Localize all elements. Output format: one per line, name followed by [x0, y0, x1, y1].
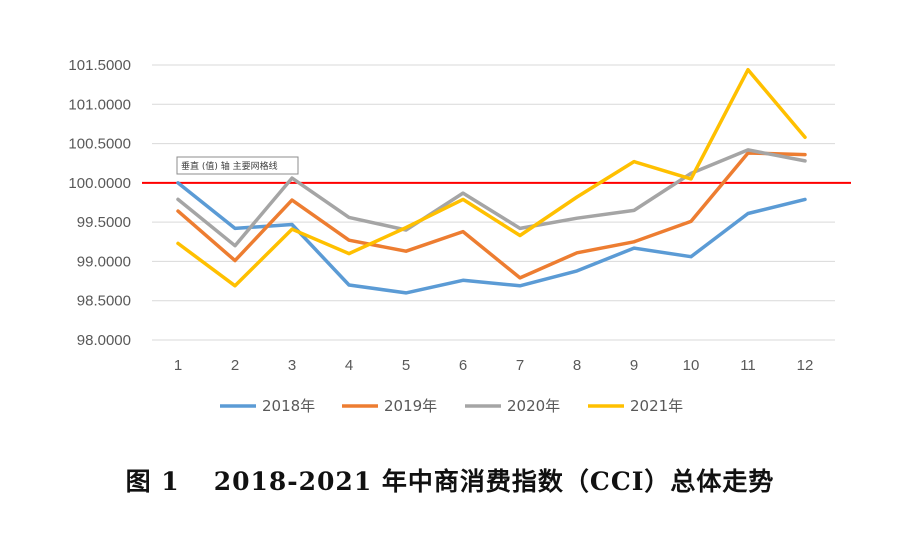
legend-label: 2021年: [630, 397, 683, 415]
x-tick-label: 3: [288, 357, 296, 374]
legend: 2018年 2019年 2020年 2021年: [220, 397, 683, 415]
series-line: [176, 181, 807, 295]
y-tick-label: 100.0000: [68, 175, 131, 192]
x-tick-label: 10: [683, 357, 700, 374]
x-tick-label: 5: [402, 357, 410, 374]
x-tick-label: 8: [573, 357, 581, 374]
x-tick-label: 12: [797, 357, 814, 374]
x-tick-label: 2: [231, 357, 239, 374]
x-tick-label: 7: [516, 357, 524, 374]
series-line: [176, 67, 807, 288]
series-line: [176, 151, 807, 280]
x-tick-label: 1: [174, 357, 182, 374]
caption-text: 2018-2021 年中商消费指数（CCI）总体走势: [213, 467, 775, 496]
y-tick-label: 99.5000: [77, 214, 131, 231]
x-tick-label: 11: [740, 357, 756, 374]
series-lines: [176, 67, 807, 295]
tooltip-box: [176, 156, 299, 175]
y-tick-label: 98.0000: [77, 332, 131, 349]
legend-label: 2018年: [262, 397, 315, 415]
x-tick-label: 9: [630, 357, 638, 374]
legend-label: 2020年: [507, 397, 560, 415]
figure-number: 图 1: [125, 467, 180, 496]
line-chart: 98.0000 98.5000 99.0000 99.5000 100.0000 100.…: [68, 57, 851, 415]
gridline-tooltip: 垂直 (值) 轴 主要网格线: [176, 156, 299, 175]
y-tick-label: 101.5000: [68, 57, 131, 74]
tooltip-text: 垂直 (值) 轴 主要网格线: [181, 160, 278, 172]
figure-caption: 图 1 2018-2021 年中商消费指数（CCI）总体走势: [0, 462, 900, 498]
series-line: [176, 148, 807, 248]
gridlines: [152, 64, 835, 341]
y-tick-label: 98.5000: [77, 293, 131, 310]
y-tick-label: 101.0000: [68, 96, 131, 113]
legend-label: 2019年: [384, 397, 437, 415]
x-tick-label: 4: [345, 357, 353, 374]
y-tick-label: 100.5000: [68, 136, 131, 153]
y-axis-ticks: 98.0000 98.5000 99.0000 99.5000 100.0000 100.…: [68, 57, 131, 349]
x-tick-label: 6: [459, 357, 467, 374]
x-axis-ticks: 1 2 3 4 5 6 7 8 9 10 11 12: [174, 357, 814, 374]
y-tick-label: 99.0000: [77, 253, 131, 270]
